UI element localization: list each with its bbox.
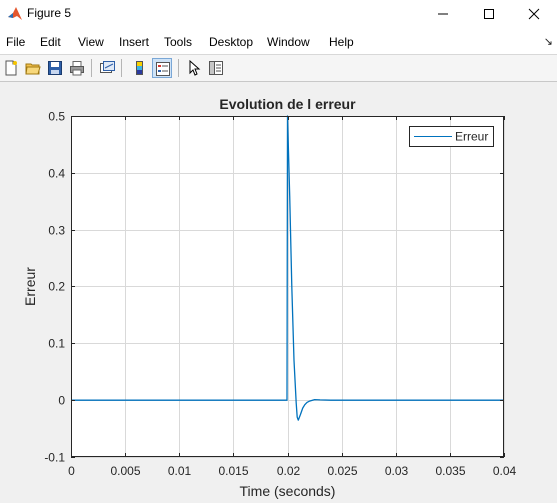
- minimize-icon: [438, 13, 448, 15]
- x-tick-label: 0: [68, 464, 75, 478]
- legend-label: Erreur: [455, 130, 488, 144]
- toolbar-separator: [178, 59, 179, 77]
- open-file-icon: [25, 63, 41, 75]
- pointer-icon: [189, 60, 201, 76]
- matlab-logo-icon: [8, 7, 22, 20]
- chart-title: Evolution de l erreur: [219, 96, 356, 112]
- menu-tools[interactable]: Tools: [164, 35, 193, 49]
- open-file-button[interactable]: [23, 58, 43, 78]
- figure-toolbar: [0, 55, 557, 82]
- link-plot-icon: [100, 61, 115, 73]
- x-tick-label: 0.03: [385, 464, 409, 478]
- y-tick-label: 0.3: [48, 224, 65, 238]
- close-button[interactable]: [511, 0, 557, 28]
- print-icon: [70, 61, 84, 76]
- x-tick-label: 0.01: [168, 464, 192, 478]
- dock-arrow-icon[interactable]: ↘: [543, 36, 553, 48]
- new-figure-icon: [5, 60, 17, 76]
- edit-plot-button[interactable]: [184, 58, 204, 78]
- menu-bar: File Edit View Insert Tools Desktop Wind…: [0, 28, 557, 55]
- maximize-button[interactable]: [466, 0, 512, 28]
- legend[interactable]: Erreur: [409, 126, 494, 147]
- menu-help[interactable]: Help: [329, 35, 354, 49]
- y-tick-label: 0: [58, 394, 65, 408]
- link-plot-button[interactable]: [97, 58, 117, 78]
- x-tick-label: 0.015: [218, 464, 248, 478]
- insert-colorbar-button[interactable]: [130, 58, 150, 78]
- window-title: Figure 5: [27, 6, 72, 20]
- print-button[interactable]: [67, 58, 87, 78]
- property-inspector-button[interactable]: [206, 58, 226, 78]
- figure-canvas[interactable]: 0 0.005 0.01 0.015 0.02 0.025 0.03 0.035 0.04 -0…: [0, 82, 557, 503]
- save-icon: [48, 61, 62, 75]
- series-line: [71, 115, 504, 421]
- menu-file[interactable]: File: [6, 35, 26, 49]
- x-tick-label: 0.04: [493, 464, 517, 478]
- property-inspector-icon: [209, 61, 223, 75]
- menu-edit[interactable]: Edit: [40, 35, 61, 49]
- y-tick-label: 0.5: [48, 110, 65, 124]
- new-figure-button[interactable]: [1, 58, 21, 78]
- y-tick-label: 0.1: [48, 337, 65, 351]
- legend-icon: [156, 62, 170, 76]
- series-layer: [71, 115, 504, 421]
- y-tick-label: -0.1: [44, 451, 65, 465]
- menu-view[interactable]: View: [78, 35, 104, 49]
- x-tick-label: 0.005: [110, 464, 140, 478]
- x-tick-label: 0.035: [435, 464, 465, 478]
- save-button[interactable]: [45, 58, 65, 78]
- line-chart[interactable]: 0 0.005 0.01 0.015 0.02 0.025 0.03 0.035 0.04 -0…: [0, 82, 557, 503]
- menu-insert[interactable]: Insert: [119, 35, 150, 49]
- y-tick-labels: -0.1 0 0.1 0.2 0.3 0.4 0.5: [44, 110, 65, 465]
- menu-window[interactable]: Window: [267, 35, 310, 49]
- insert-legend-button[interactable]: [152, 58, 172, 78]
- close-icon: [528, 8, 540, 20]
- minimize-button[interactable]: [420, 0, 466, 28]
- toolbar-separator: [121, 59, 122, 77]
- colorbar-icon: [136, 61, 143, 75]
- menu-desktop[interactable]: Desktop: [209, 35, 254, 49]
- y-tick-label: 0.4: [48, 167, 65, 181]
- x-tick-labels: 0 0.005 0.01 0.015 0.02 0.025 0.03 0.035 0.04: [68, 464, 516, 478]
- y-tick-label: 0.2: [48, 280, 65, 294]
- x-axis-label: Time (seconds): [240, 483, 336, 499]
- tick-marks: [71, 116, 505, 458]
- x-tick-label: 0.02: [277, 464, 301, 478]
- toolbar-separator: [91, 59, 92, 77]
- maximize-icon: [484, 9, 494, 19]
- y-axis-label: Erreur: [22, 267, 38, 306]
- x-tick-label: 0.025: [327, 464, 357, 478]
- title-bar: Figure 5: [0, 0, 557, 28]
